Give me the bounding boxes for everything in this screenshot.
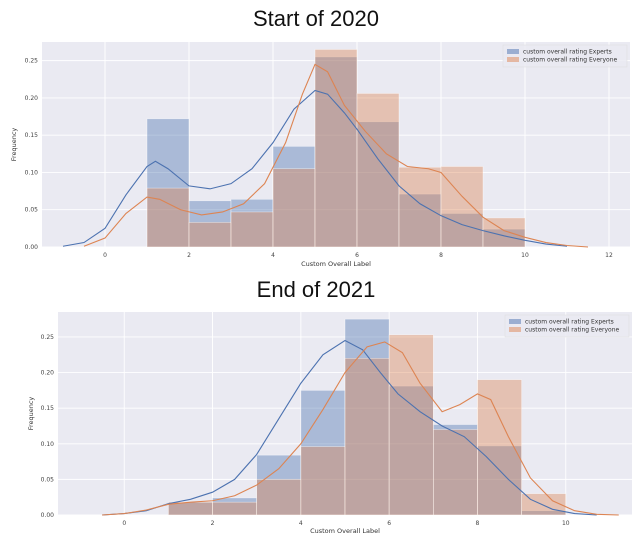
- y-axis-label: Frequency: [27, 397, 35, 431]
- histogram-bar-experts: [272, 146, 316, 248]
- x-tick-label: 12: [605, 252, 613, 259]
- histogram-bar-everyone: [440, 166, 484, 248]
- legend-entry: custom overall rating Everyone: [525, 327, 620, 334]
- histogram-bar-everyone: [188, 222, 232, 248]
- histogram-bar-experts: [344, 318, 390, 516]
- legend-swatch: [507, 57, 519, 62]
- chart-2: End of 2021 0.00 0.05 0.10 0.15 0.20 0.25 0 2 4 6 8…: [27, 277, 632, 535]
- legend-box: [504, 314, 630, 338]
- y-tick-label: 0.15: [25, 132, 39, 139]
- histogram-bar-everyone: [477, 379, 522, 516]
- y-tick-label: 0.10: [25, 169, 39, 176]
- legend-entry: custom overall rating Experts: [523, 49, 612, 56]
- plot-background: [42, 42, 630, 247]
- kde-line-experts: [62, 89, 568, 247]
- x-tick-label: 0: [103, 252, 107, 259]
- legend-swatch: [509, 327, 521, 332]
- x-tick-label: 4: [299, 520, 303, 527]
- x-tick-label: 6: [387, 520, 391, 527]
- legend-entry: custom overall rating Everyone: [523, 57, 618, 64]
- histogram-bar-everyone: [314, 49, 358, 248]
- x-tick-label: 10: [521, 252, 529, 259]
- legend-entry: custom overall rating Experts: [525, 319, 614, 326]
- histogram-bar-experts: [477, 445, 522, 516]
- x-axis-label: Custom Overall Label: [301, 260, 371, 268]
- histogram-bar-everyone: [146, 187, 190, 248]
- histogram-bar-experts: [398, 193, 442, 248]
- x-tick-label: 8: [476, 520, 480, 527]
- histogram-bar-everyone: [212, 501, 257, 516]
- y-axis-label: Frequency: [10, 128, 18, 162]
- x-tick-label: 2: [211, 520, 215, 527]
- histogram-bar-everyone: [356, 93, 400, 248]
- y-tick-label: 0.05: [25, 207, 39, 214]
- histogram-bar-everyone: [398, 166, 442, 248]
- x-tick-label: 2: [187, 252, 191, 259]
- y-tick-label: 0.20: [25, 95, 39, 102]
- y-tick-label: 0.10: [41, 441, 55, 448]
- y-tick-label: 0.05: [41, 476, 55, 483]
- kde-line-everyone: [83, 63, 589, 248]
- chart-title: Start of 2020: [253, 6, 379, 31]
- x-tick-label: 0: [122, 520, 126, 527]
- histogram-bar-everyone: [388, 334, 434, 516]
- histogram-bar-experts: [300, 390, 346, 516]
- legend-box: [502, 44, 628, 68]
- y-tick-label: 0.25: [41, 334, 55, 341]
- histogram-bar-everyone: [272, 168, 316, 248]
- y-tick-label: 0.15: [41, 405, 55, 412]
- y-tick-label: 0.00: [41, 512, 55, 519]
- histogram-bar-experts: [433, 424, 478, 516]
- chart-title: End of 2021: [257, 277, 376, 302]
- legend-swatch: [509, 319, 521, 324]
- x-tick-label: 4: [271, 252, 275, 259]
- x-tick-label: 10: [562, 520, 570, 527]
- kde-line-experts: [102, 339, 597, 516]
- histogram-bar-everyone: [256, 479, 302, 516]
- histogram-bar-experts: [146, 118, 190, 248]
- histogram-bar-everyone: [300, 446, 346, 516]
- x-axis-label: Custom Overall Label: [310, 527, 380, 535]
- x-tick-label: 8: [439, 252, 443, 259]
- chart-1: Start of 2020 0.00 0.05 0.10 0.15 0.20 0.25 0 2 4…: [10, 6, 630, 268]
- histogram-bar-everyone: [344, 357, 390, 516]
- y-tick-label: 0.25: [25, 58, 39, 65]
- kde-line-everyone: [102, 341, 619, 516]
- histogram-bar-everyone: [230, 211, 274, 248]
- y-tick-label: 0.00: [25, 244, 39, 251]
- legend-swatch: [507, 49, 519, 54]
- histogram-bar-everyone: [433, 429, 478, 516]
- x-tick-label: 6: [355, 252, 359, 259]
- y-tick-label: 0.20: [41, 370, 55, 377]
